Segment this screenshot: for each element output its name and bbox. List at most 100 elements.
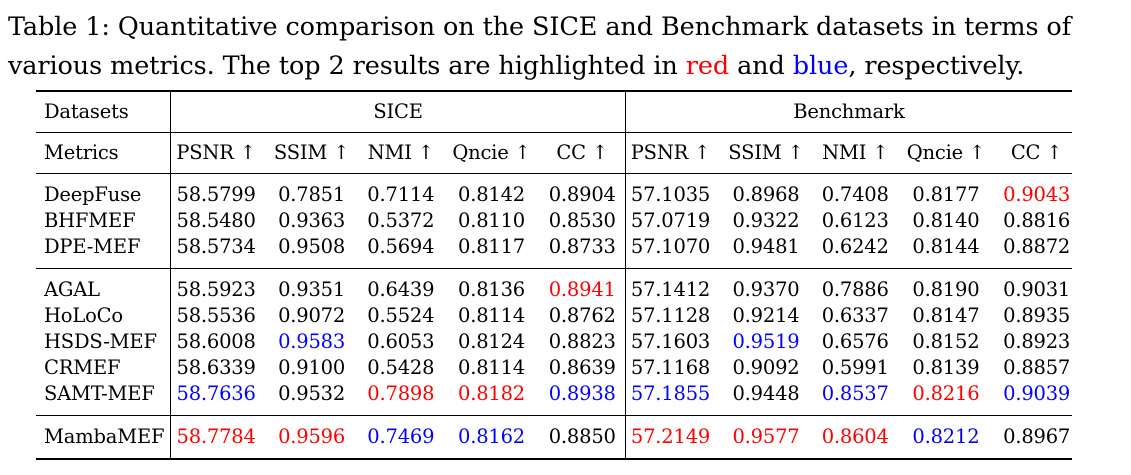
metric-value: 0.9039 bbox=[1003, 382, 1071, 405]
metric-value: 0.9577 bbox=[719, 415, 813, 460]
method-name: DeepFuse bbox=[36, 173, 172, 208]
metric-value: 0.6123 bbox=[821, 209, 889, 232]
table-row: HSDS-MEF 58.6008 0.9583 0.6053 0.8124 0.8823 5… bbox=[36, 329, 1072, 355]
metric-header: Qncie ↑ bbox=[443, 132, 540, 174]
metric-value: 0.7408 bbox=[812, 173, 898, 208]
metric-value: 58.7784 bbox=[170, 415, 265, 460]
metric-value: 0.8216 bbox=[912, 382, 980, 405]
metric-value: 0.8857 bbox=[1003, 356, 1071, 379]
metric-value: 0.8162 bbox=[443, 415, 540, 460]
metric-value: 0.8114 bbox=[457, 304, 526, 327]
metric-value: 0.8823 bbox=[539, 329, 626, 355]
metric-header: SSIM ↑ bbox=[719, 132, 813, 174]
metric-value: 0.9043 bbox=[994, 173, 1073, 208]
metric-value: 0.8967 bbox=[994, 415, 1073, 460]
metric-value: 0.8140 bbox=[912, 209, 980, 232]
method-name: SAMT-MEF bbox=[36, 381, 172, 416]
metric-value: 0.9092 bbox=[732, 356, 800, 379]
metric-value: 58.6339 bbox=[176, 356, 256, 379]
metric-header: CC ↑ bbox=[539, 132, 626, 174]
metric-value: 57.1070 bbox=[630, 235, 711, 258]
metric-value: 0.8147 bbox=[912, 304, 980, 327]
metric-value: 0.5428 bbox=[367, 356, 435, 379]
metric-value: 0.8117 bbox=[457, 235, 526, 258]
caption-text-middle: and bbox=[729, 51, 793, 81]
metric-value: 0.9583 bbox=[278, 330, 346, 353]
metric-value: 0.9363 bbox=[278, 209, 346, 232]
metric-value: 58.6008 bbox=[176, 330, 256, 353]
group-header-row: Datasets SICE Benchmark bbox=[36, 90, 1073, 133]
method-name: CRMEF bbox=[36, 355, 172, 381]
comparison-table: Datasets SICE Benchmark Metrics PSNR ↑ S… bbox=[36, 90, 1073, 460]
method-name: DPE-MEF bbox=[36, 234, 172, 269]
table-row: BHFMEF 58.5480 0.9363 0.5372 0.8110 0.8530 57.… bbox=[36, 208, 1072, 234]
metric-value: 0.8142 bbox=[443, 173, 540, 208]
table-caption: Table 1: Quantitative comparison on the … bbox=[8, 8, 1126, 86]
method-name: AGAL bbox=[36, 268, 172, 303]
metric-value: 0.8182 bbox=[457, 382, 526, 405]
metric-value: 0.8733 bbox=[539, 234, 626, 269]
metric-value: 0.9100 bbox=[278, 356, 346, 379]
metric-value: 0.9448 bbox=[732, 382, 800, 405]
metric-value: 0.8530 bbox=[539, 208, 626, 234]
metric-value: 0.8136 bbox=[443, 268, 540, 303]
metric-value: 0.8904 bbox=[539, 173, 626, 208]
metric-value: 0.9481 bbox=[732, 235, 800, 258]
metric-header: PSNR ↑ bbox=[625, 132, 720, 174]
metric-value: 0.9596 bbox=[264, 415, 359, 460]
metric-value: 57.2149 bbox=[625, 415, 720, 460]
metric-value: 57.0719 bbox=[630, 209, 711, 232]
metric-value: 0.9519 bbox=[732, 330, 800, 353]
metric-value: 0.8850 bbox=[539, 415, 626, 460]
method-name: MambaMEF bbox=[36, 415, 172, 460]
metric-value: 0.8938 bbox=[539, 381, 626, 416]
metric-value: 0.8124 bbox=[457, 330, 526, 353]
metric-value: 0.8537 bbox=[821, 382, 889, 405]
metrics-header-row: Metrics PSNR ↑ SSIM ↑ NMI ↑ Qncie ↑ CC ↑… bbox=[36, 132, 1073, 174]
metric-value: 58.5799 bbox=[170, 173, 265, 208]
metric-value: 0.8110 bbox=[457, 209, 526, 232]
method-name: HSDS-MEF bbox=[36, 329, 172, 355]
metric-value: 0.9031 bbox=[994, 268, 1073, 303]
metric-value: 0.8177 bbox=[897, 173, 995, 208]
metric-value: 0.6439 bbox=[358, 268, 444, 303]
metric-value: 0.8152 bbox=[912, 330, 980, 353]
metric-value: 0.7851 bbox=[264, 173, 359, 208]
metric-value: 58.5480 bbox=[176, 209, 256, 232]
metric-header: PSNR ↑ bbox=[170, 132, 265, 174]
metric-value: 58.5536 bbox=[176, 304, 256, 327]
metric-value: 0.9072 bbox=[278, 304, 346, 327]
metric-value: 57.1603 bbox=[630, 330, 711, 353]
metric-value: 0.8935 bbox=[1003, 304, 1071, 327]
caption-text: Table 1: Quantitative comparison on the … bbox=[8, 12, 1072, 81]
metric-value: 57.1168 bbox=[630, 356, 711, 379]
metric-value: 0.8190 bbox=[897, 268, 995, 303]
metric-value: 0.5372 bbox=[367, 209, 435, 232]
datasets-label: Datasets bbox=[36, 90, 172, 133]
metric-value: 58.5923 bbox=[170, 268, 265, 303]
metric-value: 57.1855 bbox=[630, 382, 711, 405]
metric-value: 0.8604 bbox=[812, 415, 898, 460]
metric-value: 0.7886 bbox=[812, 268, 898, 303]
metric-value: 0.8139 bbox=[912, 356, 980, 379]
metric-value: 0.9351 bbox=[264, 268, 359, 303]
metric-value: 0.5694 bbox=[367, 235, 435, 258]
metric-value: 0.6337 bbox=[821, 304, 889, 327]
metric-value: 57.1035 bbox=[625, 173, 720, 208]
metric-value: 57.1412 bbox=[625, 268, 720, 303]
metric-header: NMI ↑ bbox=[358, 132, 444, 174]
metric-value: 0.6242 bbox=[821, 235, 889, 258]
table-row: DeepFuse 58.5799 0.7851 0.7114 0.8142 0.8904 5… bbox=[36, 173, 1073, 208]
metric-value: 0.8114 bbox=[457, 356, 526, 379]
metric-value: 0.7469 bbox=[358, 415, 444, 460]
table-row: DPE-MEF 58.5734 0.9508 0.5694 0.8117 0.8733 57… bbox=[36, 234, 1072, 269]
metric-value: 0.9532 bbox=[278, 382, 346, 405]
metric-value: 0.8923 bbox=[1003, 330, 1071, 353]
metric-value: 0.6576 bbox=[821, 330, 889, 353]
method-name: HoLoCo bbox=[36, 303, 172, 329]
metric-value: 0.8144 bbox=[912, 235, 980, 258]
metric-value: 0.5524 bbox=[367, 304, 435, 327]
metric-value: 0.8816 bbox=[1003, 209, 1071, 232]
table-row: AGAL 58.5923 0.9351 0.6439 0.8136 0.8941 57.14… bbox=[36, 268, 1073, 303]
metric-value: 0.7114 bbox=[358, 173, 444, 208]
